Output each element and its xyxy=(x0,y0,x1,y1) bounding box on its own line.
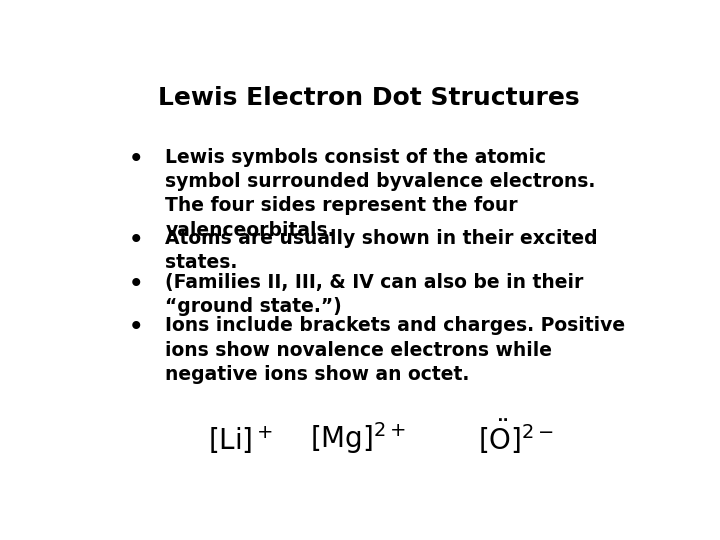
Text: Lewis Electron Dot Structures: Lewis Electron Dot Structures xyxy=(158,85,580,110)
Text: $\rm[Li]^+$: $\rm[Li]^+$ xyxy=(208,424,274,456)
Text: •: • xyxy=(129,148,143,171)
Text: Atoms are usually shown in their excited
states.: Atoms are usually shown in their excited… xyxy=(166,229,598,272)
Text: (Families II, III, & IV can also be in their
“ground state.”): (Families II, III, & IV can also be in t… xyxy=(166,273,584,316)
Text: $\rm[\ddot{O}]^{2-}$: $\rm[\ddot{O}]^{2-}$ xyxy=(478,417,554,456)
Text: •: • xyxy=(129,273,143,296)
Text: •: • xyxy=(129,229,143,252)
Text: •: • xyxy=(129,316,143,339)
Text: Ions include brackets and charges. Positive
ions show novalence electrons while
: Ions include brackets and charges. Posit… xyxy=(166,316,626,384)
Text: Lewis symbols consist of the atomic
symbol surrounded byvalence electrons.
The f: Lewis symbols consist of the atomic symb… xyxy=(166,148,595,240)
Text: $\rm[Mg]^{2+}$: $\rm[Mg]^{2+}$ xyxy=(310,420,406,456)
